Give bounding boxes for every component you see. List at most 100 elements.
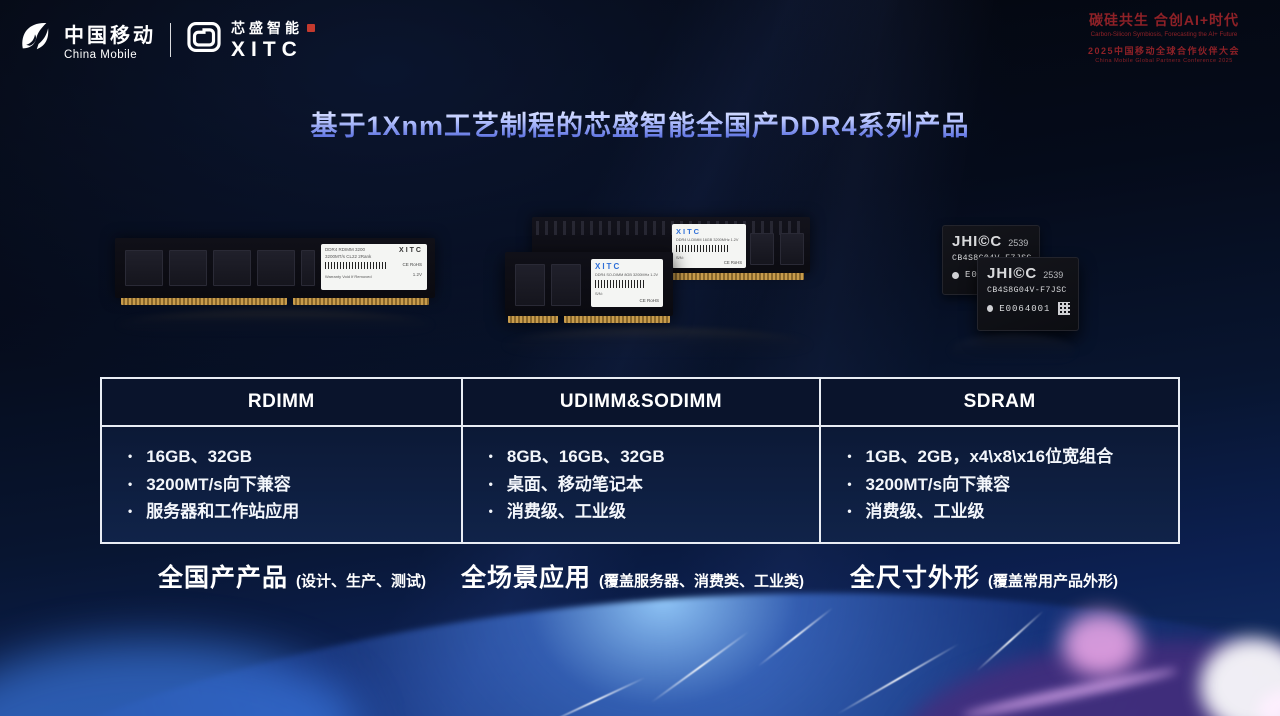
- feature-all-form-factor: 全尺寸外形 (覆盖常用产品外形): [850, 558, 1118, 594]
- light-streak: [836, 643, 960, 715]
- sdram-front-datecode: 2539: [1043, 270, 1064, 280]
- xitc-name-en: XITC: [231, 37, 303, 61]
- bullet-dot: •: [488, 504, 493, 519]
- bullet-dot: •: [488, 449, 493, 463]
- page-title: 基于1Xnm工艺制程的芯盛智能全国产DDR4系列产品: [0, 104, 1280, 143]
- feature-detail: (覆盖常用产品外形): [988, 573, 1119, 590]
- udimm-label-barcode: [676, 245, 728, 252]
- udimm-sodimm-reflection: [505, 328, 810, 362]
- white-bokeh-light-small: [1258, 690, 1280, 716]
- sdram-front-brand: JHI©C: [987, 265, 1038, 282]
- list-item: • 服务器和工作站应用: [128, 498, 451, 526]
- light-streak: [757, 606, 834, 668]
- conference-slogan-cn: 碳硅共生 合创AI+时代: [1088, 12, 1240, 28]
- feature-title: 全尺寸外形: [850, 564, 981, 592]
- conference-slogan-en: Carbon-Silicon Symbiosis, Forecasting th…: [1090, 31, 1238, 38]
- pink-bokeh-light: [1062, 612, 1140, 676]
- list-item: • 3200MT/s向下兼容: [128, 471, 451, 499]
- sdram-datamatrix-icon: [1058, 302, 1070, 315]
- feature-domestic-product: 全国产产品 (设计、生产、测试): [158, 558, 426, 594]
- rdimm-gold-pins: [121, 298, 429, 305]
- conference-event-en: China Mobile Global Partners Conference …: [1095, 58, 1233, 64]
- udimm-label: XITC DDR4 U-DIMM 16GB 3200MHz 1.2V S/N: …: [672, 224, 746, 268]
- list-item: • 1GB、2GB，x4\x8\x16位宽组合: [847, 443, 1168, 471]
- rdimm-reflection: [118, 310, 432, 340]
- bullet-dot: •: [847, 504, 852, 519]
- feature-title: 全国产产品: [158, 564, 289, 592]
- sdram-front-part: CB4S8G04V-F7JSC: [987, 286, 1067, 295]
- udimm-label-sn: S/N:: [676, 255, 684, 260]
- rdimm-label-voltage: 1.2V: [412, 272, 422, 277]
- sodimm-gold-pins: [508, 316, 670, 323]
- rdimm-label-ce-mark: CE RoHS: [402, 262, 422, 267]
- sdram-reflection: [950, 334, 1075, 368]
- conference-block: 碳硅共生 合创AI+时代 Carbon-Silicon Symbiosis, F…: [1064, 10, 1264, 64]
- feature-all-scenario: 全场景应用 (覆盖服务器、消费类、工业类): [461, 558, 804, 594]
- bullet-dot: •: [128, 504, 133, 519]
- list-item: • 8GB、16GB、32GB: [489, 443, 810, 471]
- bullet-dot: •: [128, 476, 133, 491]
- conference-event-cn: 2025中国移动全球合作伙伴大会: [1087, 46, 1241, 56]
- light-streak: [650, 630, 750, 704]
- xitc-logo-icon: [185, 18, 223, 61]
- white-bokeh-light: [1200, 638, 1280, 716]
- table-cell-sdram: • 1GB、2GB，x4\x8\x16位宽组合 • 3200MT/s向下兼容 • 消费…: [819, 427, 1178, 542]
- china-mobile-name-cn: 中国移动: [64, 24, 156, 47]
- udimm-label-ce-mark: CE RoHS: [723, 260, 742, 265]
- pink-light-streak: [961, 665, 1179, 716]
- sodimm-label-brand: XITC: [595, 262, 622, 271]
- feature-detail: (设计、生产、测试): [296, 573, 427, 590]
- bullet-dot: •: [847, 449, 852, 463]
- rdimm-label-brand: XITC: [399, 247, 423, 254]
- xitc-name-cn: 芯盛智能: [231, 18, 315, 38]
- rdimm-label-barcode: [325, 262, 387, 269]
- rdimm-label-line2: 3200MT/s CL22 2Rank: [325, 254, 372, 259]
- rdimm-label: XITC DDR4 RDIMM 3200 3200MT/s CL22 2Rank…: [321, 244, 427, 290]
- table-body-row: • 16GB、32GB • 3200MT/s向下兼容 • 服务器和工作站应用 • 8GB…: [102, 427, 1178, 542]
- xitc-brand: 芯盛智能 XITC: [185, 18, 315, 62]
- feature-row: 全国产产品 (设计、生产、测试) 全场景应用 (覆盖服务器、消费类、工业类) 全…: [0, 558, 1280, 604]
- xitc-seal-icon: [307, 23, 315, 32]
- feature-detail: (覆盖服务器、消费类、工业类): [599, 573, 805, 590]
- table-header-rdimm: RDIMM: [247, 391, 315, 412]
- china-mobile-brand: 中国移动 China Mobile: [14, 16, 156, 63]
- bullet-dot: •: [128, 449, 133, 463]
- china-mobile-name-en: China Mobile: [64, 48, 138, 61]
- sodimm-label-spec: DDR4 SO-DIMM 8GB 3200MHz 1.2V: [595, 273, 659, 277]
- udimm-label-spec: DDR4 U-DIMM 16GB 3200MHz 1.2V: [676, 238, 739, 242]
- feature-title: 全场景应用: [461, 564, 592, 592]
- sodimm-label: XITC DDR4 SO-DIMM 8GB 3200MHz 1.2V S/N: …: [591, 259, 663, 307]
- product-spec-table: RDIMM UDIMM&SODIMM SDRAM • 16GB、32GB • 320…: [100, 377, 1180, 544]
- bottom-right-purple-glow: [900, 640, 1280, 716]
- sdram-back-brand: JHI©C: [952, 233, 1003, 250]
- brand-bar: 中国移动 China Mobile 芯盛智能 XITC: [14, 16, 315, 63]
- light-streak: [544, 676, 646, 716]
- bottom-left-glow: [0, 640, 360, 716]
- list-item: • 消费级、工业级: [489, 498, 810, 526]
- sodimm-label-ce-mark: CE RoHS: [639, 298, 659, 303]
- rdimm-label-line1: DDR4 RDIMM 3200: [325, 247, 366, 252]
- light-streak: [975, 610, 1045, 672]
- table-header-udimm-sodimm: UDIMM&SODIMM: [460, 379, 820, 425]
- rdimm-label-warranty: Warranty Void If Removed: [325, 274, 372, 279]
- brand-divider: [170, 22, 171, 57]
- table-cell-udimm-sodimm: • 8GB、16GB、32GB • 桌面、移动笔记本 • 消费级、工业级: [460, 427, 820, 542]
- sodimm-label-barcode: [595, 280, 645, 288]
- china-mobile-logo-icon: [14, 16, 56, 63]
- list-item: • 消费级、工业级: [847, 498, 1168, 526]
- bullet-dot: •: [847, 476, 852, 491]
- list-item: • 3200MT/s向下兼容: [847, 471, 1168, 499]
- bullet-dot: •: [488, 476, 493, 491]
- table-header-sdram: SDRAM: [819, 379, 1178, 425]
- udimm-label-brand: XITC: [676, 227, 702, 236]
- list-item: • 16GB、32GB: [128, 443, 451, 471]
- table-header-row: RDIMM UDIMM&SODIMM SDRAM: [102, 379, 1178, 427]
- sodimm-label-sn: S/N:: [595, 291, 603, 296]
- table-cell-rdimm: • 16GB、32GB • 3200MT/s向下兼容 • 服务器和工作站应用: [102, 427, 461, 542]
- sdram-back-datecode: 2539: [1008, 238, 1029, 248]
- sdram-front-lot: E0064001: [999, 303, 1051, 314]
- pin1-dot: [952, 271, 959, 279]
- list-item: • 桌面、移动笔记本: [489, 471, 810, 499]
- pin1-dot: [987, 305, 994, 312]
